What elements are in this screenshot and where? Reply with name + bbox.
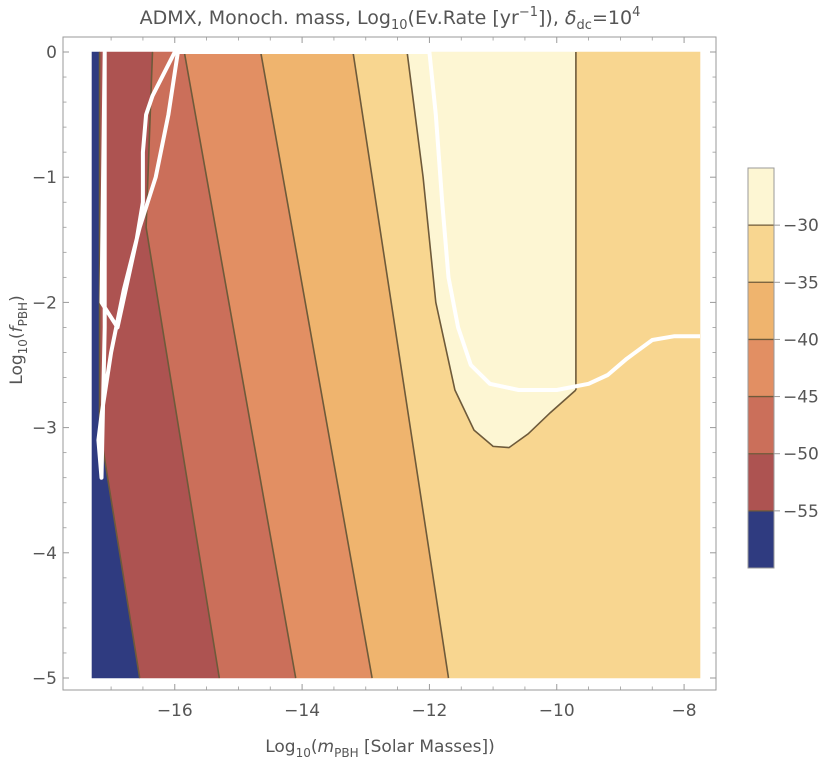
x-tick-label: −12 [411, 701, 447, 721]
ylabel-sub: 10 [16, 339, 30, 354]
x-axis-label: Log10(mPBH [Solar Masses]) [265, 737, 495, 760]
colorbar: −30 −35 −40 −45 −50 −55 [747, 167, 819, 569]
colorbar-tick-label: −30 [783, 216, 819, 236]
frame-border [62, 36, 717, 691]
xlabel-pre: Log [265, 737, 295, 757]
title-suffix: ]), [538, 7, 565, 29]
x-tick-label: −8 [672, 701, 697, 721]
y-tick-label: −1 [32, 168, 57, 188]
y-tick-label: −2 [32, 293, 57, 313]
ylabel-var: f [7, 323, 27, 332]
colorbar-frame [747, 167, 775, 569]
colorbar-swatch [748, 396, 774, 454]
title-prefix: ADMX, Monoch. mass, Log [140, 7, 391, 29]
y-tick-label: −3 [32, 419, 57, 439]
colorbar-swatch [748, 225, 774, 283]
contour-minus-40 [259, 51, 373, 679]
plot-area [91, 50, 701, 679]
colorbar-tick-label: −45 [783, 388, 819, 408]
title-sup1: −1 [519, 5, 538, 20]
colorbar-tick-label: −50 [783, 445, 819, 465]
y-tick-label: −5 [32, 669, 57, 689]
contour-minus-30-curve [406, 51, 577, 449]
title-mid: (Ev.Rate [yr [408, 7, 519, 29]
title-sub2: dc [577, 18, 592, 33]
ylabel-paren: ( [7, 332, 27, 339]
xlabel-post: [Solar Masses]) [359, 737, 495, 757]
y-axis-label: Log10(fPBH) [7, 295, 30, 384]
axis-ticks: −16 −14 −12 −10 −8 0 −1 −2 −3 −4 −5 [32, 37, 716, 721]
x-tick-label: −10 [539, 701, 575, 721]
ylabel-pre: Log [7, 354, 27, 384]
plot-frame [62, 36, 717, 691]
xlabel-sub: 10 [296, 746, 311, 760]
chart-title: ADMX, Monoch. mass, Log10(Ev.Rate [yr−1]… [140, 5, 641, 33]
contour-minus-45 [183, 51, 297, 679]
ylabel-post: ) [7, 295, 27, 302]
title-sub1: 10 [391, 18, 408, 33]
colorbar-swatch [748, 453, 774, 511]
contour-minus-35 [352, 51, 450, 679]
title-sup2: 4 [632, 5, 640, 20]
colorbar-swatch [748, 282, 774, 340]
colorbar-swatch [748, 510, 774, 568]
x-tick-label: −16 [157, 701, 193, 721]
x-tick-label: −14 [284, 701, 320, 721]
title-eq: =10 [592, 7, 632, 29]
colorbar-tick-label: −55 [783, 502, 819, 522]
colorbar-tick-label: −40 [783, 330, 819, 350]
colorbar-swatch [748, 168, 774, 226]
contour-minus-50 [145, 51, 221, 679]
xlabel-var: m [318, 737, 335, 757]
title-delta: δ [565, 7, 577, 29]
ylabel-varsub: PBH [16, 302, 30, 327]
xlabel-paren: ( [311, 737, 318, 757]
y-tick-label: −4 [32, 544, 57, 564]
y-tick-label: 0 [46, 43, 57, 63]
colorbar-swatch [748, 339, 774, 397]
colorbar-tick-label: −35 [783, 273, 819, 293]
white-exclusion-boundary [96, 50, 700, 480]
xlabel-varsub: PBH [334, 746, 359, 760]
